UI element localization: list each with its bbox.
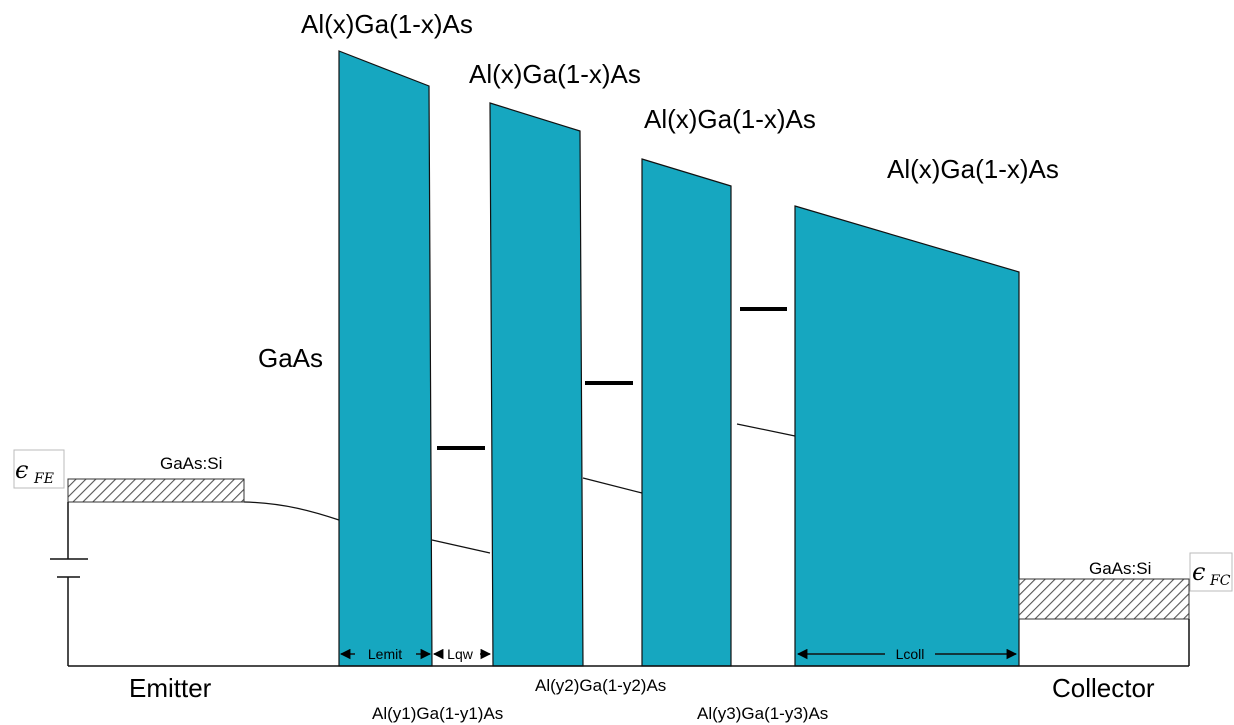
emitter-label: Emitter bbox=[129, 673, 212, 703]
well-3-band bbox=[736, 423, 796, 437]
well-2-composition: Al(y2)Ga(1-y2)As bbox=[535, 676, 666, 695]
collector-fermi-box bbox=[1189, 552, 1233, 592]
barrier-4-label: Al(x)Ga(1-x)As bbox=[887, 154, 1059, 184]
well-1-band bbox=[431, 539, 491, 554]
lqw-label: Lqw bbox=[447, 646, 474, 662]
collector-label: Collector bbox=[1052, 673, 1155, 703]
barrier-4 bbox=[794, 205, 1020, 667]
collector-doping-label: GaAs:Si bbox=[1089, 559, 1151, 578]
emitter-contact-region bbox=[67, 478, 245, 503]
lcoll-label: Lcoll bbox=[896, 646, 925, 662]
emitter-fermi-symbol: ϵ bbox=[15, 456, 28, 484]
barrier-2 bbox=[489, 102, 584, 667]
emitter-doping-label: GaAs:Si bbox=[160, 454, 222, 473]
barrier-1-label: Al(x)Ga(1-x)As bbox=[301, 9, 473, 39]
emitter-fermi-label: ϵ FE bbox=[13, 449, 65, 489]
well-2-band bbox=[582, 477, 643, 494]
emitter-fermi-subscript: FE bbox=[33, 471, 54, 487]
emitter-band-bend bbox=[243, 501, 340, 521]
barrier-3 bbox=[641, 158, 732, 667]
collector-fermi-label: ϵ FC bbox=[1189, 552, 1233, 592]
well-3-composition: Al(y3)Ga(1-y3)As bbox=[697, 704, 828, 723]
lemit-label: Lemit bbox=[368, 646, 402, 662]
barrier-3-label: Al(x)Ga(1-x)As bbox=[644, 104, 816, 134]
well-1-composition: Al(y1)Ga(1-y1)As bbox=[372, 704, 503, 723]
collector-fermi-subscript: FC bbox=[1209, 573, 1231, 589]
collector-fermi-symbol: ϵ bbox=[1192, 558, 1205, 586]
collector-contact-region bbox=[1018, 578, 1190, 620]
barrier-1 bbox=[338, 50, 433, 667]
emitter-fermi-box bbox=[13, 449, 65, 489]
gaas-label: GaAs bbox=[258, 343, 323, 373]
barrier-2-label: Al(x)Ga(1-x)As bbox=[469, 59, 641, 89]
